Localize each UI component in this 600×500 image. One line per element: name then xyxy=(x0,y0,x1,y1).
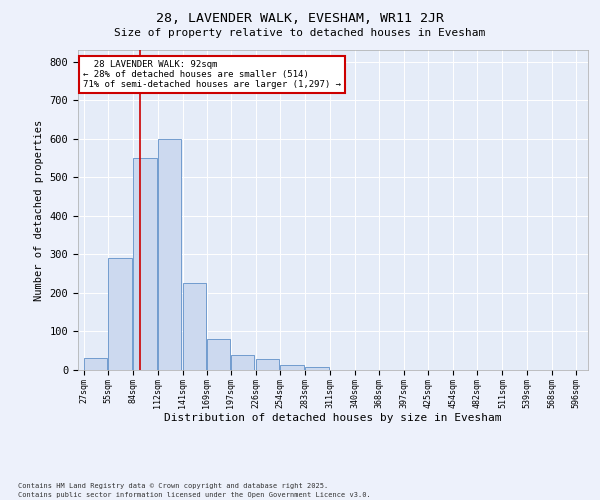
Text: Size of property relative to detached houses in Evesham: Size of property relative to detached ho… xyxy=(115,28,485,38)
Text: 28, LAVENDER WALK, EVESHAM, WR11 2JR: 28, LAVENDER WALK, EVESHAM, WR11 2JR xyxy=(156,12,444,26)
Bar xyxy=(280,366,304,370)
Bar xyxy=(133,158,157,370)
Y-axis label: Number of detached properties: Number of detached properties xyxy=(34,120,44,300)
Bar xyxy=(207,339,230,370)
Bar xyxy=(158,138,181,370)
Bar xyxy=(84,358,107,370)
Bar xyxy=(256,359,280,370)
Bar xyxy=(231,354,254,370)
Bar xyxy=(108,258,131,370)
Text: 28 LAVENDER WALK: 92sqm
← 28% of detached houses are smaller (514)
71% of semi-d: 28 LAVENDER WALK: 92sqm ← 28% of detache… xyxy=(83,60,341,90)
X-axis label: Distribution of detached houses by size in Evesham: Distribution of detached houses by size … xyxy=(164,413,502,423)
Bar xyxy=(305,367,329,370)
Bar xyxy=(182,284,206,370)
Text: Contains HM Land Registry data © Crown copyright and database right 2025.: Contains HM Land Registry data © Crown c… xyxy=(18,483,328,489)
Text: Contains public sector information licensed under the Open Government Licence v3: Contains public sector information licen… xyxy=(18,492,371,498)
